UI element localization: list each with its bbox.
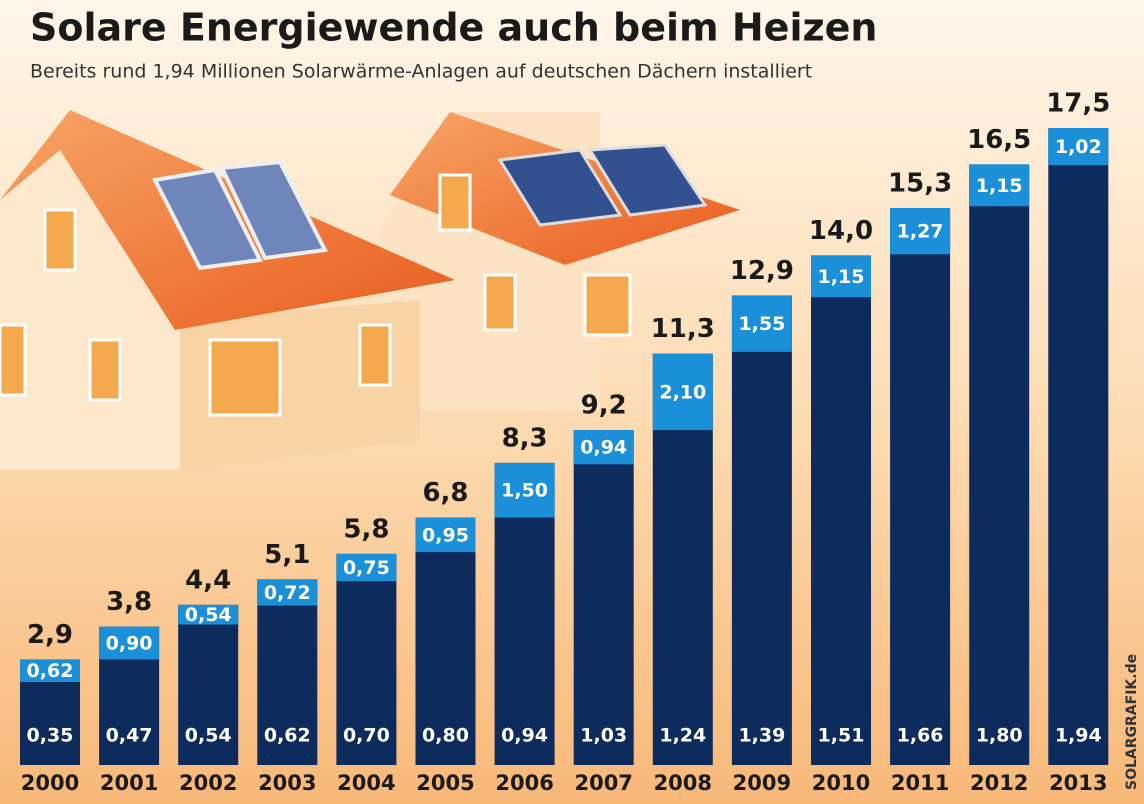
total-bar — [890, 208, 951, 765]
addition-segment — [494, 462, 555, 518]
installations-label: 1,80 — [976, 725, 1023, 747]
addition-label: 1,50 — [501, 480, 548, 502]
addition-label: 0,62 — [27, 660, 74, 682]
installations-label: 0,62 — [264, 725, 311, 747]
x-tick-label: 2000 — [21, 771, 79, 795]
total-bar — [1048, 128, 1109, 765]
total-bar — [336, 553, 397, 765]
houses — [0, 110, 740, 470]
total-bar — [415, 517, 476, 765]
installations-label: 0,54 — [185, 725, 232, 747]
addition-segment — [811, 255, 871, 298]
total-bar — [257, 579, 318, 765]
addition-segment — [20, 659, 80, 683]
installations-label: 1,03 — [580, 725, 627, 747]
installations-label: 0,35 — [27, 725, 74, 747]
x-tick-label: 2010 — [812, 771, 870, 795]
installations-label: 0,80 — [422, 725, 469, 747]
total-label: 14,0 — [809, 216, 873, 246]
addition-label: 0,94 — [580, 437, 627, 459]
x-tick-label: 2002 — [179, 771, 237, 795]
x-tick-label: 2013 — [1049, 771, 1107, 795]
total-label: 6,8 — [422, 478, 468, 508]
total-label: 5,8 — [343, 514, 389, 544]
addition-segment — [415, 517, 476, 553]
total-bar — [178, 604, 239, 765]
total-label: 3,8 — [106, 587, 152, 617]
x-tick-label: 2012 — [970, 771, 1028, 795]
x-tick-label: 2001 — [100, 771, 158, 795]
total-label: 12,9 — [730, 256, 794, 286]
installations-label: 1,24 — [659, 725, 706, 747]
x-tick-label: 2004 — [337, 771, 395, 795]
addition-segment — [336, 553, 397, 582]
addition-segment — [257, 579, 318, 606]
addition-segment — [178, 604, 239, 625]
total-label: 8,3 — [502, 423, 548, 453]
addition-segment — [890, 208, 951, 255]
subtitle: Bereits rund 1,94 Millionen Solarwärme-A… — [30, 61, 812, 83]
x-tick-label: 2008 — [654, 771, 712, 795]
addition-segment — [573, 430, 634, 465]
installations-label: 1,39 — [738, 725, 785, 747]
installations-label: 0,70 — [343, 725, 390, 747]
addition-label: 1,27 — [897, 221, 944, 243]
total-label: 9,2 — [581, 391, 627, 421]
addition-label: 0,90 — [106, 633, 153, 655]
total-label: 4,4 — [185, 565, 231, 595]
addition-segment — [652, 353, 713, 431]
x-tick-label: 2006 — [495, 771, 553, 795]
credit: SOLARGRAFIK.de — [1124, 654, 1140, 790]
total-label: 16,5 — [967, 125, 1031, 155]
addition-label: 1,15 — [976, 175, 1023, 197]
addition-segment — [99, 626, 160, 660]
x-tick-label: 2005 — [416, 771, 474, 795]
total-label: 11,3 — [651, 314, 715, 344]
addition-label: 1,02 — [1055, 136, 1102, 158]
x-tick-label: 2003 — [258, 771, 316, 795]
installations-label: 1,94 — [1055, 725, 1102, 747]
total-bar — [969, 164, 1030, 765]
x-tick-label: 2007 — [574, 771, 632, 795]
total-label: 2,9 — [27, 620, 73, 650]
x-tick-label: 2011 — [891, 771, 949, 795]
total-label: 5,1 — [264, 540, 310, 570]
total-label: 17,5 — [1046, 89, 1110, 119]
installations-label: 0,47 — [106, 725, 153, 747]
installations-label: 1,66 — [897, 725, 944, 747]
installations-label: 1,51 — [818, 725, 865, 747]
addition-label: 0,95 — [422, 524, 469, 546]
addition-label: 0,75 — [343, 557, 390, 579]
addition-label: 1,15 — [818, 266, 865, 288]
addition-segment — [1048, 128, 1109, 166]
x-tick-label: 2009 — [733, 771, 791, 795]
addition-segment — [731, 295, 792, 352]
installations-label: 0,94 — [501, 725, 548, 747]
addition-label: 0,72 — [264, 582, 311, 604]
total-bar — [811, 255, 871, 765]
total-bar — [573, 430, 634, 765]
addition-label: 0,54 — [185, 604, 232, 626]
addition-label: 1,55 — [738, 313, 785, 335]
total-label: 15,3 — [888, 169, 952, 199]
addition-label: 2,10 — [659, 381, 706, 403]
chart-title: Solare Energiewende auch beim Heizen — [30, 6, 877, 50]
addition-segment — [969, 164, 1030, 207]
total-bar — [731, 295, 792, 765]
